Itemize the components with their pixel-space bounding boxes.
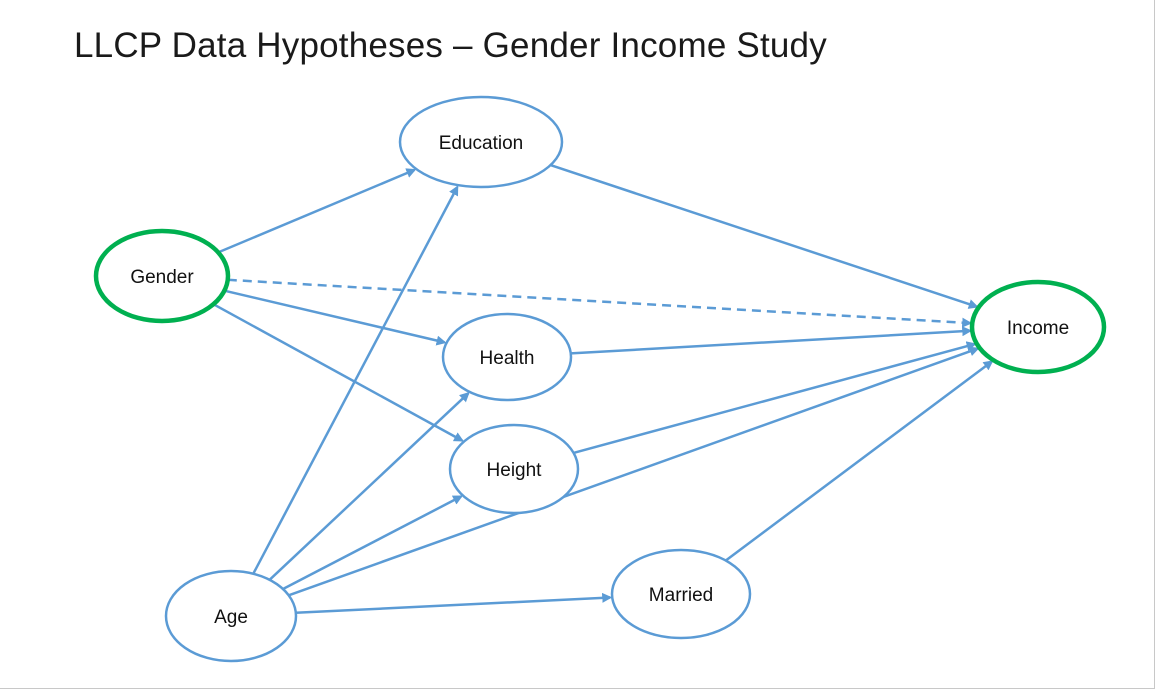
edge-age-to-height <box>282 495 463 591</box>
node-gender: Gender <box>93 228 231 324</box>
node-income-label: Income <box>1007 318 1069 339</box>
node-gender-shape <box>93 228 231 324</box>
node-height-label: Height <box>487 460 543 481</box>
node-education: Education <box>398 95 564 189</box>
node-married-label: Married <box>649 585 713 606</box>
node-health-shape <box>441 312 573 402</box>
node-height: Height <box>448 423 580 515</box>
node-married: Married <box>610 548 752 640</box>
node-health: Health <box>441 312 573 402</box>
node-height-shape <box>448 423 580 515</box>
node-education-label: Education <box>439 133 524 154</box>
edge-age-to-health <box>268 391 470 581</box>
edge-gender-to-height <box>212 303 464 442</box>
node-health-label: Health <box>480 348 535 369</box>
node-income: Income <box>969 279 1107 375</box>
node-income-shape <box>969 279 1107 375</box>
edge-married-to-income <box>725 360 994 562</box>
node-gender-label: Gender <box>130 267 194 288</box>
edge-gender-to-education <box>217 168 417 254</box>
page-title: LLCP Data Hypotheses – Gender Income Stu… <box>74 26 827 65</box>
edge-gender-to-income <box>227 278 973 328</box>
edge-height-to-income <box>573 341 977 455</box>
nodes: Education Gender Income Health Height Ag <box>93 95 1107 663</box>
node-education-shape <box>398 95 564 189</box>
edge-education-to-income <box>550 163 979 309</box>
edge-age-to-education <box>252 185 459 575</box>
edges <box>212 163 994 615</box>
node-age: Age <box>164 569 298 663</box>
edge-age-to-married <box>295 592 613 615</box>
edge-health-to-income <box>570 326 973 355</box>
edge-gender-to-health <box>224 289 447 346</box>
edge-age-to-income <box>288 346 980 597</box>
node-married-shape <box>610 548 752 640</box>
node-age-shape <box>164 569 298 663</box>
node-age-label: Age <box>214 607 248 628</box>
